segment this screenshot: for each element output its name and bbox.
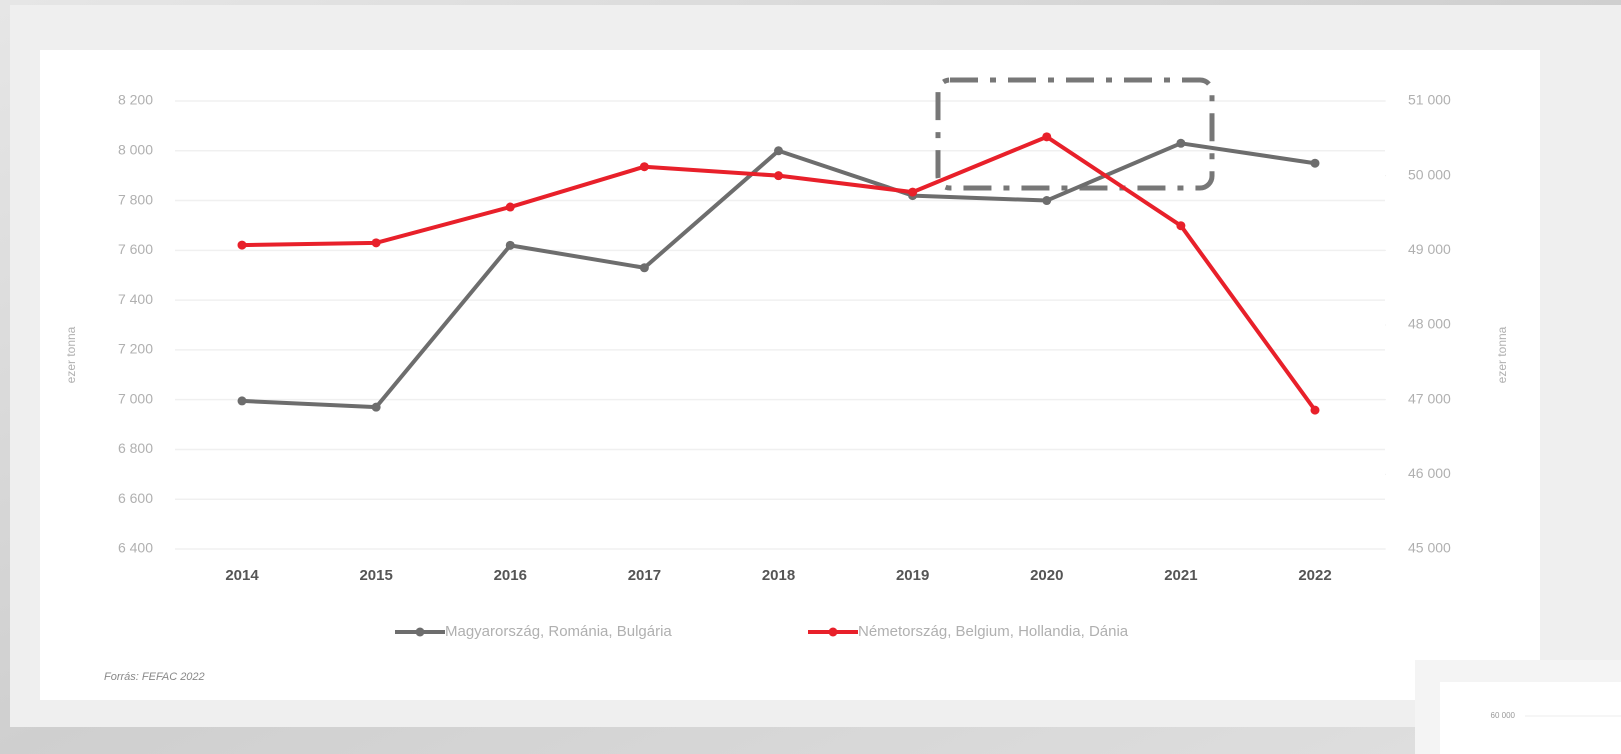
point [639, 263, 649, 273]
x-tick-label: 2014 [225, 567, 259, 584]
legend-marker [828, 627, 838, 637]
highlight-box [935, 77, 1215, 191]
point [1176, 138, 1186, 148]
chart-panel [40, 50, 1540, 700]
y-axis-label: ezer tonna [64, 326, 78, 383]
point [774, 146, 783, 156]
y2-tick-label: 45 000 [1408, 540, 1451, 556]
x-tick-label: 2021 [1164, 567, 1197, 584]
y2-axis-label: ezer tonna [1495, 326, 1509, 383]
point [1310, 158, 1320, 168]
point [1310, 405, 1320, 415]
point [774, 171, 783, 181]
y2-tick-label: 47 000 [1408, 390, 1451, 406]
point [371, 402, 381, 412]
x-tick-label: 2015 [359, 567, 392, 584]
x-tick-label: 2020 [1030, 567, 1063, 584]
x-tick-label: 2022 [1298, 567, 1331, 584]
y-tick-label: 6 400 [118, 540, 153, 556]
point [908, 187, 918, 197]
y-tick-label: 7 200 [118, 341, 153, 357]
point [237, 396, 247, 406]
legend-label: Magyarország, Románia, Bulgária [445, 623, 672, 640]
y2-tick-label: 48 000 [1408, 316, 1451, 332]
point [505, 240, 515, 250]
y2-tick-label: 51 000 [1408, 92, 1451, 108]
x-tick-label: 2019 [896, 567, 929, 584]
legend-marker [415, 627, 425, 637]
point [1042, 196, 1052, 206]
point [505, 202, 515, 212]
point [639, 162, 649, 172]
source: Forrás: FEFAC 2022 [104, 671, 205, 683]
point [237, 240, 247, 250]
y-tick-label: 8 200 [118, 92, 153, 108]
y-tick-label: 7 000 [118, 390, 153, 406]
point [1176, 221, 1186, 231]
point [371, 238, 381, 248]
x-tick-label: 2017 [628, 567, 661, 584]
y2-tick-label: 46 000 [1408, 465, 1451, 481]
y-tick-label: 8 000 [118, 141, 153, 157]
y2-tick-label: 49 000 [1408, 241, 1451, 257]
y-tick-label: 7 400 [118, 291, 153, 307]
y-tick-label: 7 600 [118, 241, 153, 257]
fragment-tick: 60 000 [1491, 711, 1516, 720]
point [1042, 132, 1052, 142]
y2-tick-label: 50 000 [1408, 166, 1451, 182]
y-tick-label: 6 600 [118, 490, 153, 506]
y-tick-label: 7 800 [118, 191, 153, 207]
x-tick-label: 2018 [762, 567, 795, 584]
grid [175, 100, 1386, 550]
other-chart-panel [1440, 682, 1621, 754]
x-tick-label: 2016 [494, 567, 527, 584]
y-tick-label: 6 800 [118, 440, 153, 456]
legend-label: Németország, Belgium, Hollandia, Dánia [858, 623, 1129, 640]
